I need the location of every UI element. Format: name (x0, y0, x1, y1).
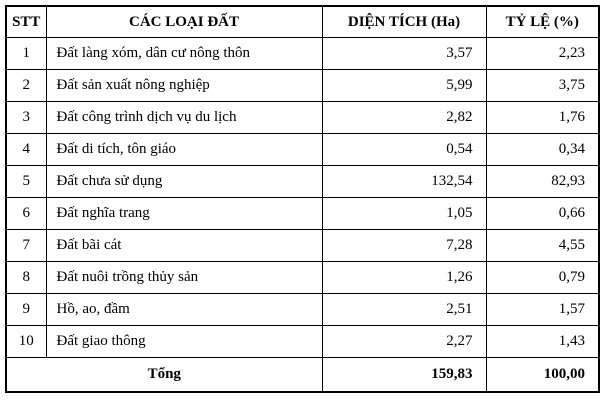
total-row: Tổng 159,83 100,00 (5, 357, 600, 393)
area-cell: 2,51 (321, 293, 487, 326)
land-type-cell: Đất nuôi trồng thủy sản (45, 261, 323, 294)
header-ratio: TỶ LỆ (%) (485, 5, 600, 38)
stt-cell: 10 (5, 325, 47, 358)
table-row: 8 Đất nuôi trồng thủy sản 1,26 0,79 (5, 261, 600, 294)
ratio-cell: 0,34 (485, 133, 600, 166)
area-cell: 2,82 (321, 101, 487, 134)
table-row: 10 Đất giao thông 2,27 1,43 (5, 325, 600, 358)
land-type-cell: Đất nghĩa trang (45, 197, 323, 230)
land-type-cell: Đất di tích, tôn giáo (45, 133, 323, 166)
ratio-cell: 2,23 (485, 37, 600, 70)
ratio-cell: 0,66 (485, 197, 600, 230)
ratio-cell: 82,93 (485, 165, 600, 198)
area-cell: 0,54 (321, 133, 487, 166)
total-area-cell: 159,83 (321, 357, 487, 393)
land-type-cell: Đất giao thông (45, 325, 323, 358)
land-type-cell: Đất chưa sử dụng (45, 165, 323, 198)
stt-cell: 5 (5, 165, 47, 198)
area-cell: 2,27 (321, 325, 487, 358)
land-type-table: STT CÁC LOẠI ĐẤT DIỆN TÍCH (Ha) TỶ LỆ (%… (5, 5, 600, 393)
ratio-cell: 3,75 (485, 69, 600, 102)
ratio-cell: 1,76 (485, 101, 600, 134)
header-area: DIỆN TÍCH (Ha) (321, 5, 487, 38)
area-cell: 5,99 (321, 69, 487, 102)
land-type-cell: Đất công trình dịch vụ du lịch (45, 101, 323, 134)
ratio-cell: 1,57 (485, 293, 600, 326)
header-stt: STT (5, 5, 47, 38)
table-row: 9 Hồ, ao, đầm 2,51 1,57 (5, 293, 600, 326)
area-cell: 3,57 (321, 37, 487, 70)
table-row: 4 Đất di tích, tôn giáo 0,54 0,34 (5, 133, 600, 166)
area-cell: 1,05 (321, 197, 487, 230)
ratio-cell: 4,55 (485, 229, 600, 262)
stt-cell: 1 (5, 37, 47, 70)
ratio-cell: 1,43 (485, 325, 600, 358)
area-cell: 7,28 (321, 229, 487, 262)
area-cell: 1,26 (321, 261, 487, 294)
stt-cell: 7 (5, 229, 47, 262)
ratio-cell: 0,79 (485, 261, 600, 294)
land-type-cell: Đất bãi cát (45, 229, 323, 262)
land-type-cell: Đất làng xóm, dân cư nông thôn (45, 37, 323, 70)
stt-cell: 3 (5, 101, 47, 134)
table-row: 1 Đất làng xóm, dân cư nông thôn 3,57 2,… (5, 37, 600, 70)
total-label-cell: Tổng (5, 357, 323, 393)
area-cell: 132,54 (321, 165, 487, 198)
total-ratio-cell: 100,00 (485, 357, 600, 393)
stt-cell: 8 (5, 261, 47, 294)
land-type-cell: Đất sản xuất nông nghiệp (45, 69, 323, 102)
stt-cell: 9 (5, 293, 47, 326)
stt-cell: 4 (5, 133, 47, 166)
table-row: 6 Đất nghĩa trang 1,05 0,66 (5, 197, 600, 230)
stt-cell: 6 (5, 197, 47, 230)
land-type-cell: Hồ, ao, đầm (45, 293, 323, 326)
table-row: 5 Đất chưa sử dụng 132,54 82,93 (5, 165, 600, 198)
table-row: 2 Đất sản xuất nông nghiệp 5,99 3,75 (5, 69, 600, 102)
table-row: 3 Đất công trình dịch vụ du lịch 2,82 1,… (5, 101, 600, 134)
header-row: STT CÁC LOẠI ĐẤT DIỆN TÍCH (Ha) TỶ LỆ (%… (5, 5, 600, 38)
table-row: 7 Đất bãi cát 7,28 4,55 (5, 229, 600, 262)
header-name: CÁC LOẠI ĐẤT (45, 5, 323, 38)
stt-cell: 2 (5, 69, 47, 102)
